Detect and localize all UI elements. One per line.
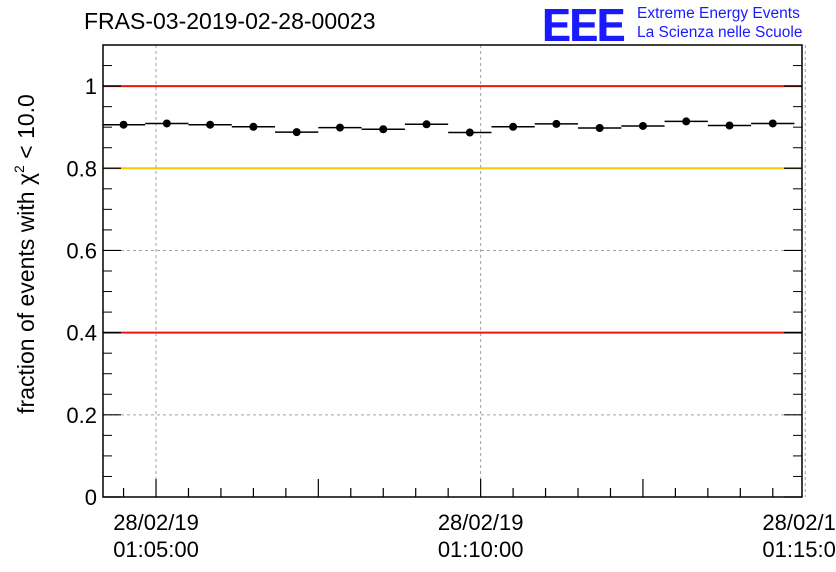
y-axis: 0 0.2 0.4 0.6 0.8 1 bbox=[66, 44, 802, 510]
x-tick-label-time: 01:10:00 bbox=[438, 537, 524, 562]
y-axis-title-main: fraction of events with bbox=[13, 185, 39, 414]
y-tick-label: 1 bbox=[85, 74, 97, 99]
data-point bbox=[725, 121, 734, 130]
y-tick-label: 0.4 bbox=[66, 321, 97, 346]
x-tick-label-time: 01:15:00 bbox=[762, 537, 836, 562]
y-tick-label: 0 bbox=[85, 485, 97, 510]
threshold-layer bbox=[103, 85, 802, 334]
data-series bbox=[103, 117, 795, 137]
data-point bbox=[162, 119, 171, 128]
y-axis-title-tail: < 10.0 bbox=[13, 94, 39, 165]
x-tick-label-time: 01:05:00 bbox=[113, 537, 199, 562]
data-point bbox=[249, 122, 258, 131]
y-tick-label: 0.6 bbox=[66, 238, 97, 263]
logo-caption-line-2: La Scienza nelle Scuole bbox=[637, 24, 803, 41]
data-point bbox=[638, 121, 647, 130]
eee-logo: EEE bbox=[542, 0, 625, 51]
plot-frame bbox=[102, 44, 803, 498]
x-tick-label-date: 28/02/19 bbox=[762, 510, 836, 535]
data-point bbox=[292, 128, 301, 137]
data-point bbox=[206, 120, 215, 129]
logo-caption: Extreme Energy Events La Scienza nelle S… bbox=[637, 4, 802, 42]
chart-title: FRAS-03-2019-02-28-00023 bbox=[84, 8, 376, 34]
data-point bbox=[422, 120, 431, 129]
y-tick-label: 0.2 bbox=[66, 403, 97, 428]
data-point bbox=[595, 124, 604, 133]
x-tick-label-date: 28/02/19 bbox=[438, 510, 524, 535]
data-point bbox=[379, 125, 388, 134]
data-point bbox=[768, 119, 777, 128]
data-point bbox=[509, 122, 518, 131]
data-point bbox=[119, 120, 128, 129]
y-axis-title-chi: χ bbox=[13, 173, 39, 185]
data-point bbox=[335, 123, 344, 132]
y-axis-title-superscript: 2 bbox=[11, 165, 27, 173]
data-point bbox=[682, 117, 691, 126]
x-axis: 28/02/1901:05:0028/02/1901:10:0028/02/19… bbox=[113, 479, 836, 562]
y-axis-title: fraction of events with χ2 < 10.0 bbox=[11, 94, 39, 414]
data-point bbox=[552, 119, 561, 128]
y-tick-label: 0.8 bbox=[66, 156, 97, 181]
grid-layer bbox=[103, 45, 806, 497]
logo-caption-line-1: Extreme Energy Events bbox=[637, 5, 800, 22]
x-tick-label-date: 28/02/19 bbox=[113, 510, 199, 535]
data-point bbox=[465, 128, 474, 137]
